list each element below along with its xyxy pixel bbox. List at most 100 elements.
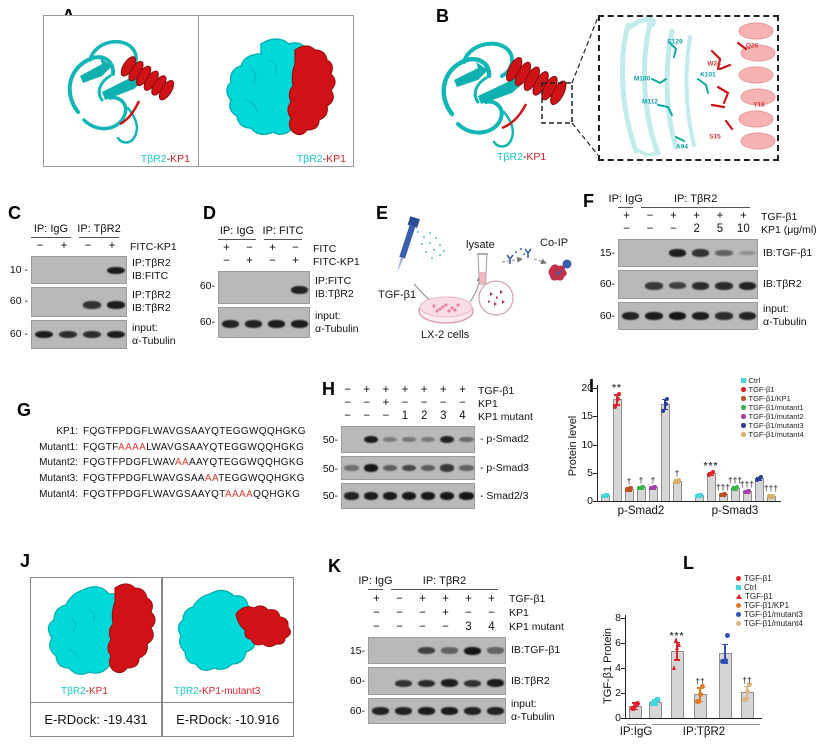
error-bar-cap <box>732 489 738 491</box>
blot-label-line: IP:TβR2 <box>132 257 171 270</box>
protein-band <box>382 436 397 443</box>
lane-sign: − <box>344 384 351 396</box>
blot-label-line: α-Tubulin <box>132 334 176 347</box>
ip-group-header: IP: TβR2 <box>77 223 121 239</box>
data-point <box>730 486 736 491</box>
legend-marker <box>736 585 741 590</box>
panel-d-label: D <box>203 203 216 223</box>
significance-marker: † <box>638 474 644 485</box>
blot-row: 60- IB:TβR2 <box>339 667 564 695</box>
caption-part: KP1 <box>526 151 547 163</box>
data-point <box>711 469 716 475</box>
blot-target-label: IP:FITC IB:TβR2 <box>315 271 354 304</box>
y-tick-label: 0 <box>587 495 593 507</box>
lane-sign: − <box>465 607 472 619</box>
bar <box>612 399 622 501</box>
treatment-sign-row: − + + + + + + TGF-β1 <box>338 384 533 397</box>
residue-label: M112 <box>642 98 658 106</box>
data-point <box>672 479 678 485</box>
protein-band <box>692 282 710 290</box>
protein-band <box>83 330 101 339</box>
caption-part: - <box>198 686 202 697</box>
protein-band <box>668 312 686 320</box>
blot-membrane <box>31 320 127 349</box>
lane-sign: − <box>373 607 380 619</box>
significance-marker: †† <box>695 676 705 687</box>
data-point-triangle <box>676 641 681 647</box>
blot-label-line: IB:TβR2 <box>315 287 354 300</box>
sequence-part: AAYQTEGGWQQHGKG <box>189 457 305 469</box>
protein-band <box>715 282 733 290</box>
tbr2-kp1-caption-ribbon: TβR2-KP1 <box>141 153 190 165</box>
panel-a-structure-box: TβR2-KP1 TβR2-KP1 <box>43 15 354 167</box>
significance-marker: ††† <box>727 475 743 486</box>
lane-signs: + − + + + + <box>615 210 755 223</box>
significance-marker: † <box>650 474 656 485</box>
data-point <box>630 706 636 712</box>
treatment-row-label: KP1 mutant <box>509 621 564 633</box>
protein-band <box>463 679 481 687</box>
error-bar-cap <box>662 398 668 401</box>
treatment-sign-row: − − + − − − − KP1 <box>338 397 533 410</box>
mutated-residues: AAAA <box>225 488 254 500</box>
treatment-sign-row: − − −1 2 3 4 KP1 mutant <box>338 410 533 423</box>
mutated-residues: AA <box>174 457 189 469</box>
significance-marker: † <box>626 475 632 486</box>
panel-c-label: C <box>8 203 21 223</box>
error-bar-cap <box>650 489 656 491</box>
x-group-label: p-Smad2 <box>617 505 665 517</box>
protein-band <box>486 679 504 688</box>
treatment-row-label: KP1 <box>509 607 529 619</box>
blot-label-line: α-Tubulin <box>511 711 555 723</box>
lane-sign: + <box>60 240 68 252</box>
molecular-weight-marker: 60- <box>599 278 615 290</box>
y-tick-label: 6 <box>615 637 621 649</box>
protein-band <box>421 492 436 500</box>
lane-sign: + <box>382 397 390 409</box>
lane-sign: 2 <box>420 410 428 422</box>
ip-group-label: IP: IgG <box>608 193 643 205</box>
error-bar-cap <box>722 643 728 645</box>
ip-group-underline <box>79 237 119 238</box>
blot-membrane <box>618 239 758 267</box>
data-point <box>663 401 668 406</box>
data-point <box>634 701 640 707</box>
legend-label: TGF-β1/mutant4 <box>744 619 803 628</box>
data-point <box>723 657 729 664</box>
data-point <box>698 691 704 697</box>
protein-band <box>107 266 125 275</box>
lane-sign: − <box>344 410 351 422</box>
lane-sign: 3 <box>440 410 447 422</box>
bar <box>660 403 670 501</box>
data-point <box>660 408 666 413</box>
molecular-weight-marker: 15- <box>349 645 365 657</box>
tbr2-kp1-ribbon-model <box>67 39 175 144</box>
docking-caption-kp1: TβR2-KP1 <box>61 686 108 697</box>
protein-band <box>363 492 378 500</box>
legend-marker <box>736 621 741 626</box>
legend-label: TGF-β1 <box>744 574 772 583</box>
y-tick-mark <box>593 501 597 503</box>
ip-group-header: IP: TβR2 <box>391 575 498 591</box>
legend-item: TGF-β1 <box>736 574 803 583</box>
lane-sign: − <box>646 210 654 222</box>
significance-marker: ††† <box>739 478 755 489</box>
molecular-weight-marker: 50- <box>322 490 338 502</box>
residue-label: M100 <box>633 75 651 83</box>
blot-membrane <box>368 698 506 724</box>
protein-band <box>738 282 756 290</box>
protein-band <box>394 707 412 715</box>
blot-membrane <box>341 426 475 453</box>
legend-label: TGF-β1/mutant2 <box>748 412 804 421</box>
y-tick-mark <box>593 444 597 446</box>
protein-band <box>221 320 239 328</box>
sequence-part: FQGTFPDGFLWAVGSAA <box>83 473 205 485</box>
protein-band <box>401 464 417 472</box>
legend-marker <box>736 594 742 599</box>
blot-label-line: IP:FITC <box>315 274 352 287</box>
protein-band <box>486 707 504 715</box>
blot-label-line: IB:TβR2 <box>763 278 802 291</box>
blot-row: 60- input: α-Tubulin <box>189 307 360 338</box>
ip-group-header: IP: IgG <box>31 223 71 239</box>
y-axis-line <box>625 615 627 719</box>
